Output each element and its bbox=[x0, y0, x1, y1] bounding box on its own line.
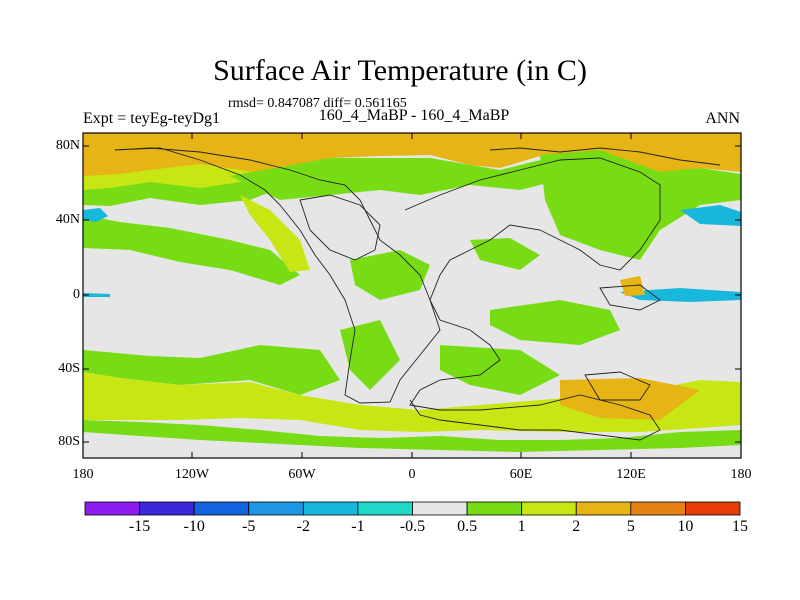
colorbar-box bbox=[302, 501, 359, 516]
colorbar-box bbox=[248, 501, 304, 516]
stats-text: rmsd= 0.847087 diff= 0.561165 bbox=[228, 96, 407, 111]
temperature-field bbox=[83, 133, 741, 458]
plot-title: Surface Air Temperature (in C) bbox=[213, 54, 587, 87]
lat-tick-label: 40N bbox=[55, 212, 80, 227]
lat-tick-label: 0 bbox=[73, 287, 80, 302]
colorbar-box bbox=[685, 501, 741, 516]
continent-outlines bbox=[114, 147, 721, 441]
lon-tick-label: 120W bbox=[174, 467, 210, 482]
colorbar-label: -15 bbox=[128, 518, 151, 535]
season-label: ANN bbox=[705, 110, 740, 127]
lon-tick-label: 60W bbox=[288, 467, 316, 482]
colorbar-box bbox=[521, 501, 577, 516]
colorbar-label: 5 bbox=[626, 518, 635, 535]
colorbar-box bbox=[357, 501, 413, 516]
experiment-label: Expt = teyEg-teyDg1 bbox=[83, 110, 220, 127]
lon-tick-label: 0 bbox=[408, 467, 416, 482]
colorbar bbox=[84, 501, 741, 516]
colorbar-box bbox=[575, 501, 632, 516]
colorbar-box bbox=[412, 501, 468, 516]
colorbar-label: 1 bbox=[517, 518, 526, 535]
colorbar-box bbox=[193, 501, 250, 516]
colorbar-box bbox=[139, 501, 195, 516]
colorbar-label: -10 bbox=[183, 518, 205, 535]
colorbar-box bbox=[84, 501, 140, 516]
lon-tick-label: 180 bbox=[730, 467, 752, 482]
colorbar-box bbox=[466, 501, 523, 516]
colorbar-label: 10 bbox=[677, 518, 694, 535]
colorbar-label: -1 bbox=[351, 518, 365, 535]
colorbar-label: 15 bbox=[732, 518, 748, 535]
lat-tick-label: 80N bbox=[55, 138, 80, 153]
colorbar-label: -5 bbox=[242, 518, 256, 535]
lon-tick-label: 60E bbox=[509, 467, 533, 482]
colorbar-label: 2 bbox=[572, 518, 581, 535]
colorbar-label: 0.5 bbox=[457, 518, 478, 535]
colorbar-label: -0.5 bbox=[399, 518, 426, 535]
lon-tick-label: 120E bbox=[616, 467, 646, 482]
lon-tick-label: 180 bbox=[72, 467, 94, 482]
lat-tick-label: 80S bbox=[58, 434, 80, 449]
plot-subtitle: 160_4_MaBP - 160_4_MaBP bbox=[318, 107, 510, 124]
colorbar-label: -2 bbox=[296, 518, 310, 535]
lat-tick-label: 40S bbox=[58, 361, 80, 376]
colorbar-box bbox=[630, 501, 686, 516]
